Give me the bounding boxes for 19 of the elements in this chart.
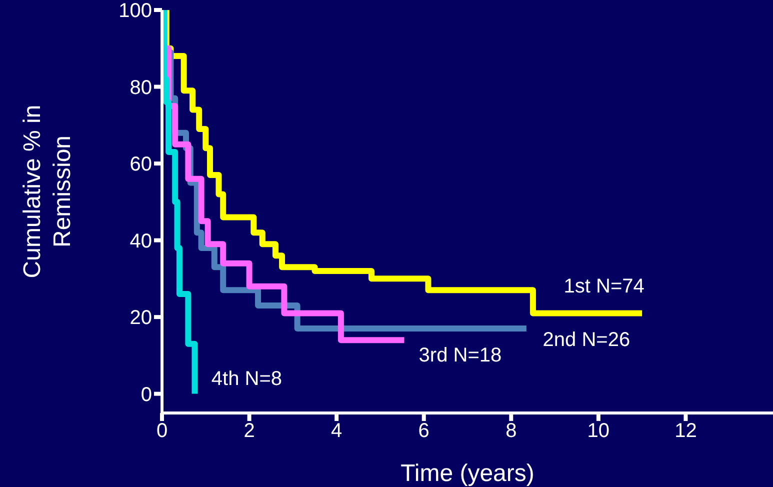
x-axis-title: Time (years) xyxy=(400,460,534,487)
x-tick-label: 10 xyxy=(587,420,610,442)
y-tick-label: 60 xyxy=(130,154,152,176)
x-tick-label: 6 xyxy=(418,420,430,442)
series-label: 4th N=8 xyxy=(211,368,282,390)
y-tick-label: 0 xyxy=(140,384,152,406)
series-label: 2nd N=26 xyxy=(542,328,630,351)
x-tick-label: 0 xyxy=(156,420,168,442)
y-tick-label: 40 xyxy=(130,230,152,252)
y-tick-label: 20 xyxy=(130,307,152,330)
y-tick-label: 100 xyxy=(118,0,152,22)
series-label: 3rd N=18 xyxy=(418,344,502,366)
x-tick-label: 4 xyxy=(331,420,342,442)
y-axis-title: Cumulative % in Remission xyxy=(19,104,76,278)
y-tick-label: 80 xyxy=(130,76,152,99)
x-tick-label: 2 xyxy=(244,420,255,442)
x-tick-label: 12 xyxy=(674,420,697,442)
x-tick-label: 8 xyxy=(506,420,517,442)
series-label: 1st N=74 xyxy=(564,275,644,298)
